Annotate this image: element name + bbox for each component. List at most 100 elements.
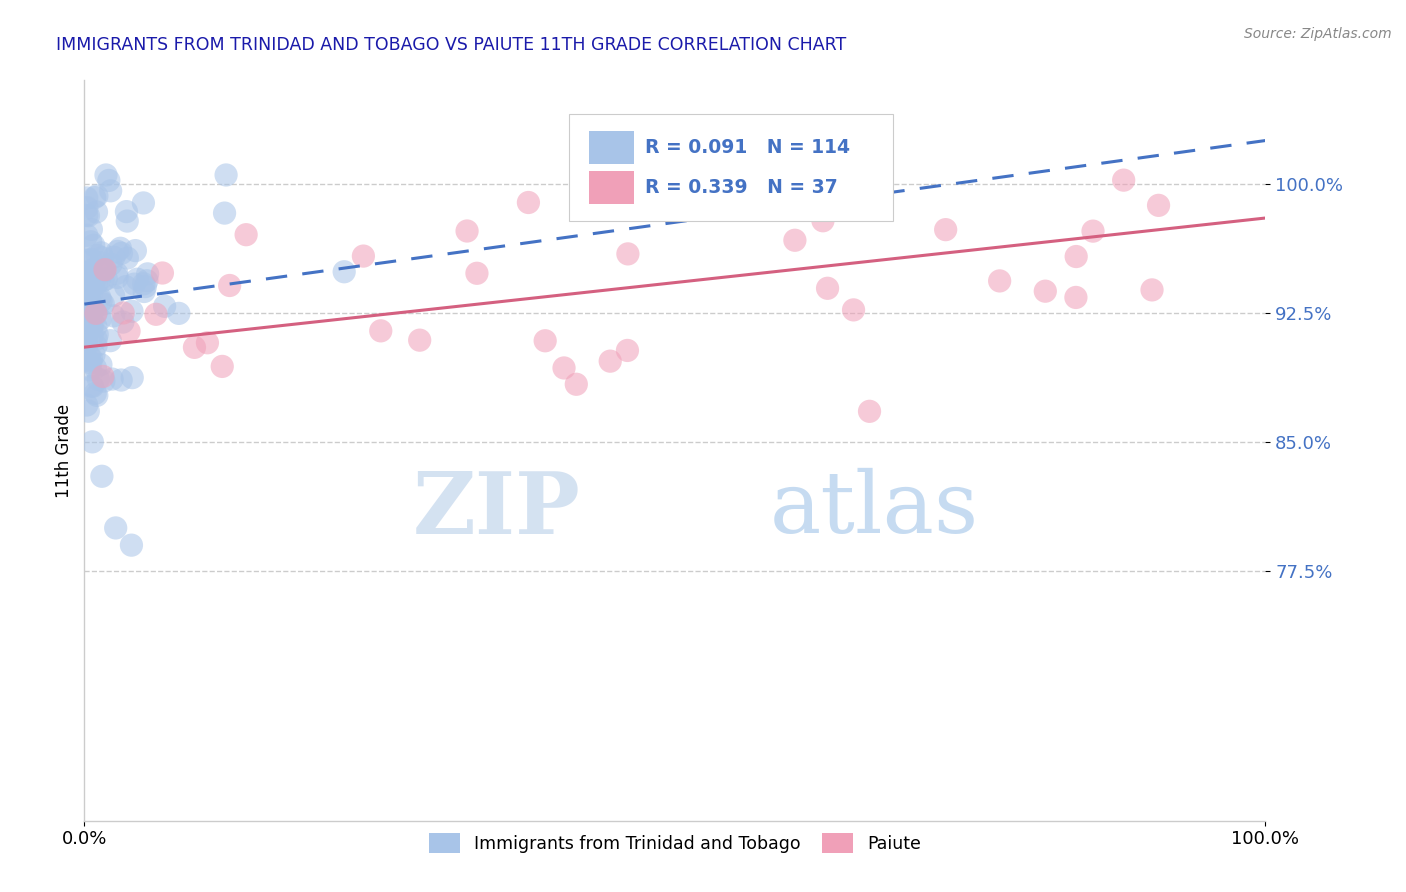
- Point: [215, 168, 238, 182]
- Point: [76, 296, 98, 310]
- Point: [76, 266, 98, 280]
- Text: R = 0.339   N = 37: R = 0.339 N = 37: [645, 178, 838, 197]
- Point: [76, 338, 98, 352]
- Point: [86, 388, 108, 402]
- Point: [80, 379, 103, 393]
- Point: [1033, 284, 1056, 298]
- Point: [82, 328, 104, 343]
- Point: [153, 299, 176, 313]
- Text: IMMIGRANTS FROM TRINIDAD AND TOBAGO VS PAIUTE 11TH GRADE CORRELATION CHART: IMMIGRANTS FROM TRINIDAD AND TOBAGO VS P…: [56, 36, 846, 54]
- Point: [145, 307, 167, 321]
- Point: [183, 340, 205, 354]
- Bar: [589, 171, 634, 204]
- Point: [132, 196, 155, 211]
- Point: [98, 334, 121, 348]
- Point: [76, 353, 98, 368]
- Point: [80, 264, 103, 278]
- Point: [408, 333, 430, 347]
- Point: [86, 189, 108, 203]
- Point: [91, 274, 114, 288]
- Text: Source: ZipAtlas.com: Source: ZipAtlas.com: [1244, 27, 1392, 41]
- Point: [76, 352, 98, 367]
- Point: [90, 358, 112, 372]
- Point: [79, 363, 101, 377]
- Bar: [589, 131, 634, 164]
- Point: [89, 312, 111, 326]
- Point: [84, 306, 107, 320]
- Point: [117, 251, 139, 265]
- Point: [84, 386, 107, 401]
- Point: [82, 278, 104, 293]
- Point: [118, 324, 141, 338]
- Point: [111, 315, 134, 329]
- Point: [110, 241, 132, 255]
- Point: [218, 278, 240, 293]
- Point: [77, 404, 100, 418]
- Point: [617, 247, 640, 261]
- Point: [134, 279, 156, 293]
- Point: [79, 275, 101, 289]
- Point: [86, 205, 108, 219]
- Y-axis label: 11th Grade: 11th Grade: [55, 403, 73, 498]
- Point: [1147, 198, 1170, 212]
- Point: [76, 398, 98, 412]
- Point: [599, 354, 621, 368]
- Point: [370, 324, 392, 338]
- Point: [80, 351, 103, 366]
- Point: [858, 404, 880, 418]
- Point: [80, 302, 103, 317]
- Point: [112, 306, 135, 320]
- Point: [76, 208, 98, 222]
- Point: [91, 251, 114, 265]
- Point: [80, 235, 103, 249]
- Point: [167, 306, 190, 320]
- Point: [96, 272, 118, 286]
- Text: R = 0.091   N = 114: R = 0.091 N = 114: [645, 138, 851, 157]
- Point: [104, 521, 127, 535]
- Point: [76, 228, 98, 243]
- Point: [235, 227, 257, 242]
- Point: [84, 319, 107, 334]
- FancyBboxPatch shape: [568, 113, 893, 221]
- Point: [83, 275, 105, 289]
- Point: [79, 298, 101, 312]
- Point: [83, 348, 105, 362]
- Point: [77, 209, 100, 223]
- Point: [89, 273, 111, 287]
- Point: [101, 372, 124, 386]
- Point: [534, 334, 557, 348]
- Text: atlas: atlas: [769, 468, 979, 551]
- Point: [1064, 250, 1087, 264]
- Point: [94, 262, 117, 277]
- Point: [76, 191, 98, 205]
- Point: [91, 369, 114, 384]
- Point: [93, 374, 115, 388]
- Point: [90, 256, 112, 270]
- Point: [100, 257, 122, 271]
- Point: [83, 190, 105, 204]
- Point: [121, 304, 143, 318]
- Point: [103, 309, 125, 323]
- Point: [86, 277, 108, 291]
- Point: [333, 265, 356, 279]
- Point: [87, 372, 110, 386]
- Point: [82, 297, 104, 311]
- Point: [517, 195, 540, 210]
- Point: [82, 305, 104, 319]
- Point: [76, 201, 98, 215]
- Point: [84, 360, 107, 375]
- Point: [115, 214, 138, 228]
- Point: [211, 359, 233, 374]
- Point: [80, 252, 103, 267]
- Point: [465, 266, 488, 280]
- Point: [76, 330, 98, 344]
- Point: [91, 297, 114, 311]
- Point: [83, 238, 105, 252]
- Point: [90, 469, 112, 483]
- Point: [1112, 173, 1135, 187]
- Point: [132, 285, 155, 299]
- Point: [783, 233, 806, 247]
- Point: [94, 168, 117, 182]
- Point: [456, 224, 478, 238]
- Point: [97, 173, 120, 187]
